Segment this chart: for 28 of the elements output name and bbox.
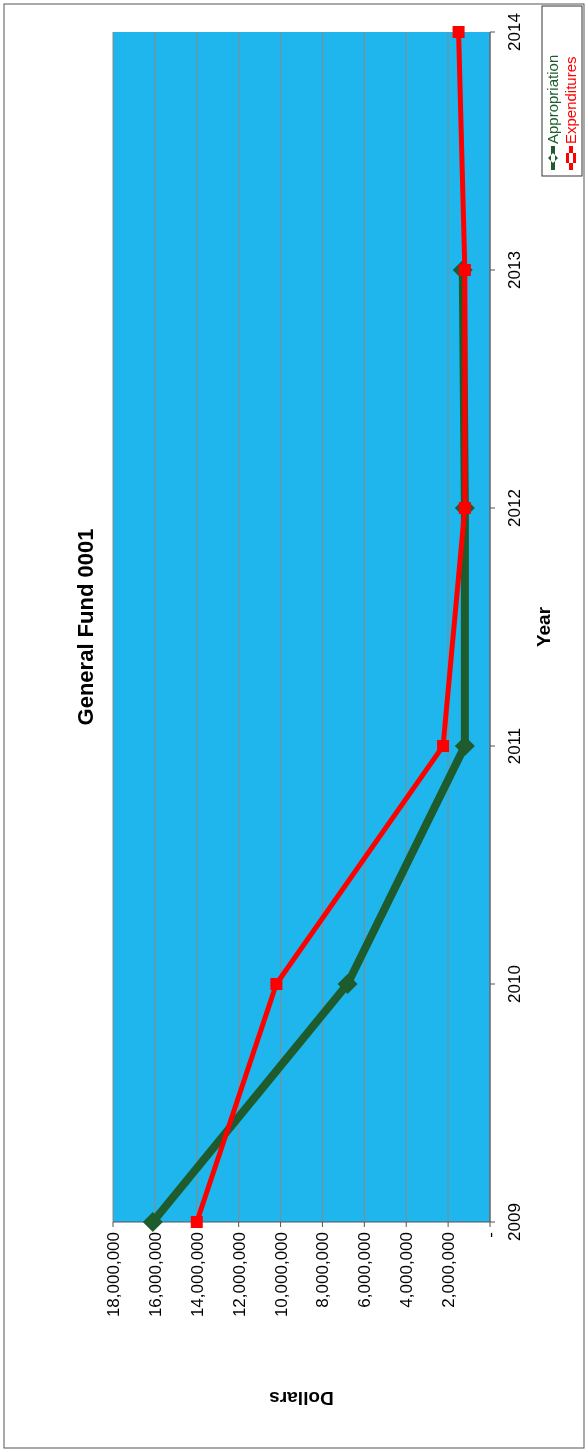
point [190, 1216, 203, 1228]
point [142, 1212, 163, 1232]
y-tick-label: 2013 [505, 251, 524, 289]
y-tick-label: 2014 [505, 13, 524, 51]
x-tick-label: 8,000,000 [313, 1232, 333, 1308]
point [437, 740, 450, 752]
point [452, 26, 465, 38]
x-axis-title: Dollars [269, 1388, 334, 1409]
text: General Fund 0001 [73, 528, 98, 726]
x-tick-label: - [480, 1232, 500, 1238]
point [337, 974, 358, 994]
x-tick-label: 6,000,000 [355, 1232, 375, 1308]
x-tick-label: 12,000,000 [229, 1232, 249, 1318]
x-tick-label: 14,000,000 [187, 1232, 207, 1318]
text: Appropriation [544, 54, 562, 144]
y-tick-label: 2010 [505, 965, 524, 1003]
point [270, 978, 283, 990]
x-tick-label: 10,000,000 [271, 1232, 291, 1318]
point [454, 736, 475, 756]
x-tick-label: 16,000,000 [145, 1232, 165, 1318]
x-tick-label: 2,000,000 [439, 1232, 459, 1308]
x-tick-label: 18,000,000 [103, 1232, 123, 1318]
y-tick-label: 2012 [505, 489, 524, 527]
x-tick-label: 4,000,000 [397, 1232, 417, 1308]
text: Expenditures [562, 56, 580, 144]
y-tick-label: 2009 [505, 1203, 524, 1241]
y-tick-label: 2011 [505, 727, 524, 765]
y-axis-title: Year [533, 606, 554, 648]
